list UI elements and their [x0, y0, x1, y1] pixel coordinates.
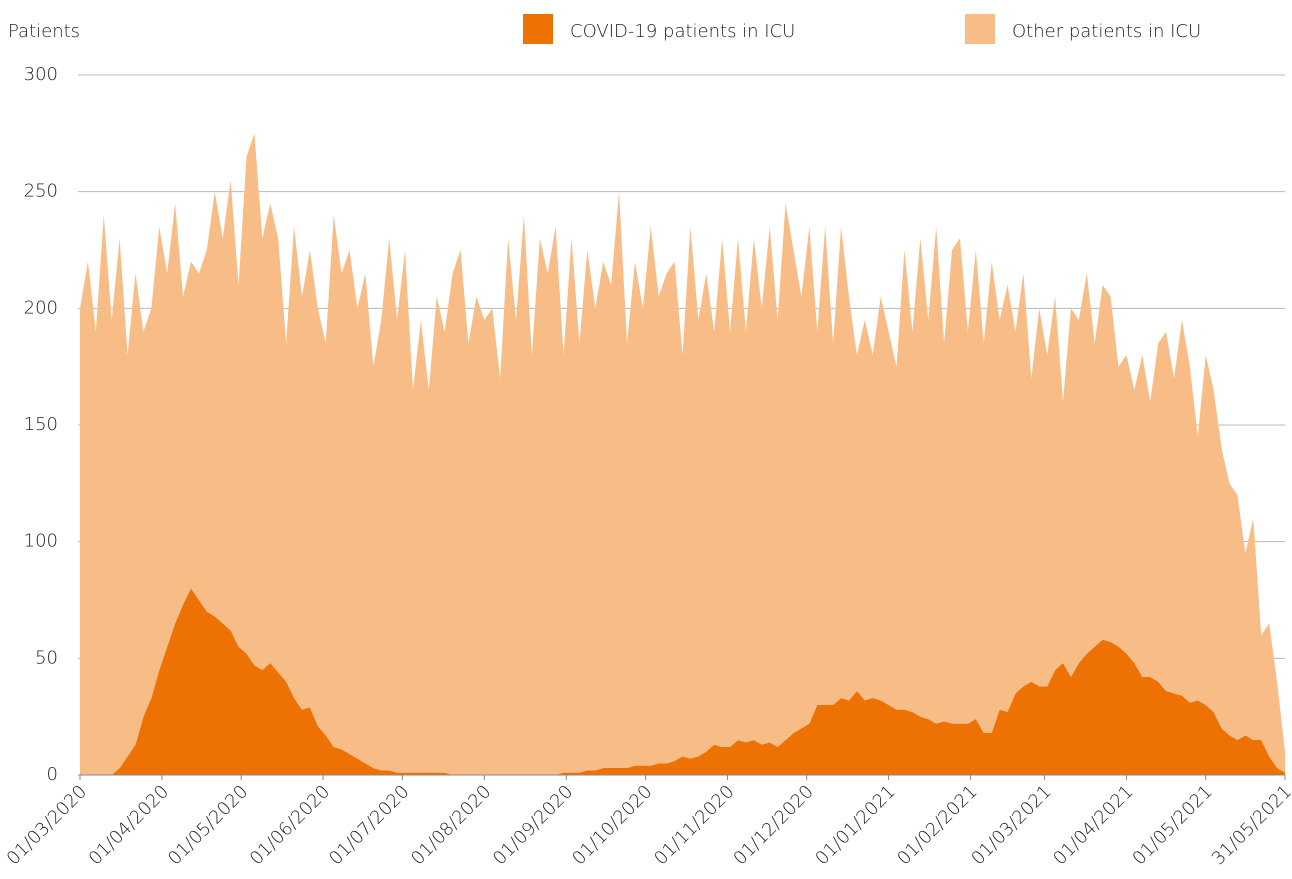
x-tick-label: 01/11/2020: [650, 781, 738, 869]
legend-label: COVID-19 patients in ICU: [570, 21, 795, 42]
x-tick-label: 01/07/2020: [325, 781, 413, 869]
x-tick-label: 01/08/2020: [407, 781, 495, 869]
x-tick-label: 01/12/2020: [730, 781, 818, 869]
x-tick-label: 01/03/2020: [3, 781, 91, 869]
area: [80, 133, 1285, 776]
x-tick-label: 01/09/2020: [489, 781, 577, 869]
y-axis-label: Patients: [8, 21, 80, 42]
x-tick-label: 01/10/2020: [568, 781, 656, 869]
y-tick-label: 250: [24, 181, 58, 202]
y-tick-label: 200: [24, 297, 58, 318]
legend: COVID-19 patients in ICU Other patients i…: [523, 14, 1201, 44]
y-tick-label: 50: [35, 647, 58, 668]
legend-swatch: [523, 14, 553, 44]
x-tick-label: 01/04/2020: [85, 781, 173, 869]
x-tick-label: 01/06/2020: [246, 781, 334, 869]
legend-label: Other patients in ICU: [1012, 21, 1201, 42]
area: [80, 588, 1285, 775]
y-tick-label: 0: [47, 764, 58, 785]
x-tick-label: 01/04/2021: [1049, 781, 1137, 869]
x-tick-label: 01/05/2020: [164, 781, 252, 869]
x-tick-label: 01/01/2021: [811, 781, 899, 869]
x-tick-label: 01/03/2021: [967, 781, 1055, 869]
legend-swatch: [965, 14, 995, 44]
x-tick-label: 01/05/2021: [1129, 781, 1217, 869]
y-tick-label: 150: [24, 414, 58, 435]
y-tick-label: 300: [24, 64, 58, 85]
x-tick-label: 31/05/2021: [1208, 781, 1292, 869]
y-tick-label: 100: [24, 531, 58, 552]
